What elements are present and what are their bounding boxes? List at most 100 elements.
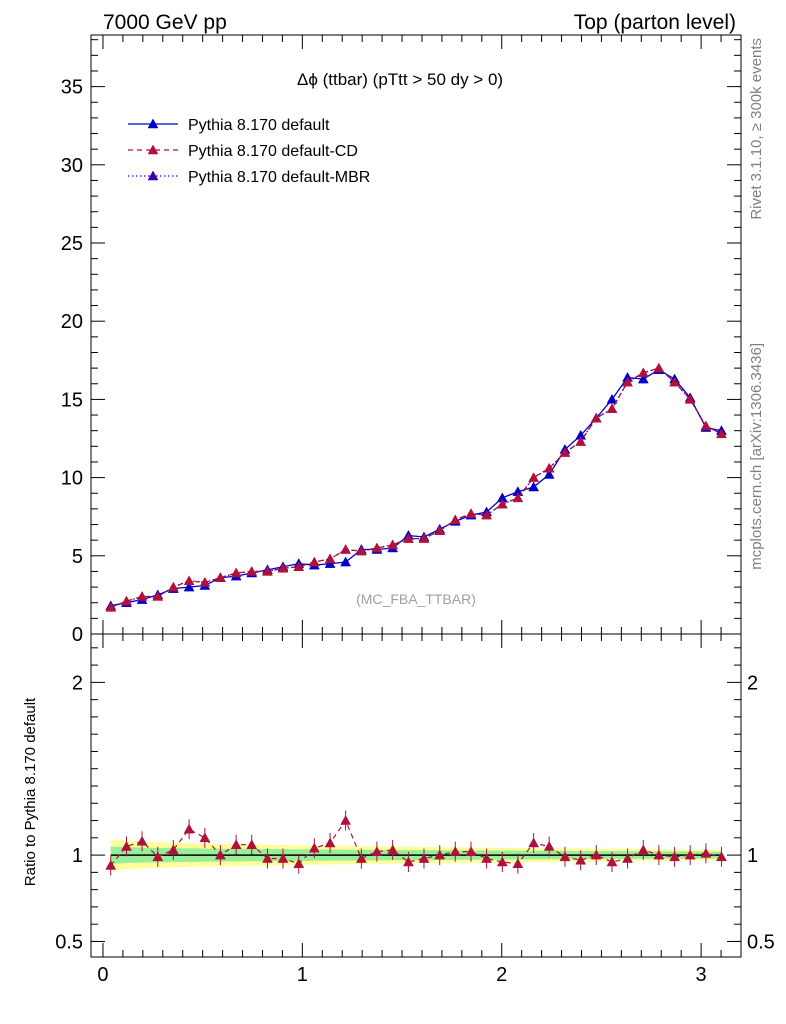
ratio-y-tick-label-right: 2 — [747, 672, 758, 694]
ratio-y-tick-label-right: 1 — [747, 845, 758, 867]
legend-marker — [147, 144, 159, 155]
y-tick-label: 35 — [61, 77, 83, 99]
data-point — [183, 575, 195, 586]
ratio-y-tick-label-right: 0.5 — [747, 931, 775, 953]
data-point — [371, 542, 383, 553]
data-point — [262, 565, 273, 576]
y-tick-label: 0 — [72, 624, 83, 646]
ratio-data-point — [355, 853, 367, 863]
ratio-data-point — [277, 853, 289, 863]
plot-title: Δϕ (ttbar) (pTtt > 50 dy > 0) — [297, 70, 503, 89]
data-point — [167, 581, 179, 592]
x-tick-label: 1 — [297, 964, 308, 986]
ratio-data-point — [402, 856, 414, 867]
data-point — [622, 376, 633, 387]
legend-marker — [147, 118, 159, 129]
data-point — [559, 447, 571, 457]
data-point — [183, 581, 195, 592]
y-tick-label: 20 — [61, 311, 83, 333]
ratio-data-point — [528, 837, 540, 848]
ratio-y-tick-label: 0.5 — [55, 931, 83, 953]
ratio-data-point — [105, 859, 117, 870]
data-point — [293, 561, 305, 571]
data-point — [340, 556, 352, 567]
data-point — [402, 533, 414, 543]
legend: Pythia 8.170 default Pythia 8.170 default… — [128, 117, 370, 186]
ratio-data-point — [543, 840, 555, 851]
data-point — [496, 498, 508, 509]
data-point — [199, 576, 211, 587]
legend-label: Pythia 8.170 default-MBR — [188, 169, 370, 186]
data-point — [136, 590, 148, 601]
x-tick-label: 0 — [97, 964, 108, 986]
ratio-data-point — [637, 844, 649, 855]
data-point — [700, 420, 712, 431]
ratio-data-point — [669, 851, 681, 862]
ratio-data-point — [371, 846, 383, 856]
ratio-series-line — [110, 819, 722, 866]
ratio-data-point — [293, 858, 305, 868]
data-point — [653, 362, 665, 373]
ratio-data-point — [434, 849, 446, 860]
data-point — [277, 562, 289, 573]
mcplots-label: mcplots.cern.ch [arXiv:1306.3436] — [748, 343, 765, 570]
data-point — [637, 373, 649, 384]
analysis-watermark: (MC_FBA_TTBAR) — [356, 591, 476, 607]
legend-label: Pythia 8.170 default — [188, 117, 330, 134]
ratio-y-tick-label: 1 — [72, 845, 83, 867]
ratio-data-point — [230, 839, 242, 849]
series-line — [110, 367, 722, 609]
ratio-data-point — [684, 849, 696, 860]
ratio-ylabel: Ratio to Pythia 8.170 default — [22, 697, 39, 886]
ratio-data-point — [121, 840, 132, 851]
y-tick-label: 10 — [61, 468, 83, 490]
x-tick-label: 3 — [696, 964, 707, 986]
main-panel: 0 5 10 15 20 25 30 35 — [61, 34, 742, 646]
ratio-data-point — [716, 851, 727, 862]
y-tick-label: 30 — [61, 155, 83, 177]
ratio-data-point — [340, 815, 352, 825]
ratio-data-point — [559, 851, 571, 862]
data-point — [434, 525, 446, 536]
ratio-data-point — [590, 849, 602, 860]
data-point — [340, 544, 352, 554]
series-line — [110, 368, 722, 607]
ratio-data-point — [465, 846, 477, 856]
data-point — [590, 412, 602, 423]
ratio-data-point — [214, 849, 226, 860]
ratio-data-point — [167, 844, 179, 855]
data-point — [512, 492, 524, 503]
data-point — [230, 567, 242, 578]
ratio-data-point — [700, 847, 712, 858]
data-point — [387, 539, 399, 550]
ratio-data-point — [152, 851, 164, 862]
x-tick-label: 2 — [496, 964, 507, 986]
y-tick-label: 25 — [61, 233, 83, 255]
plot-title-text: (ttbar) (pTtt > 50 dy > 0) — [318, 70, 503, 89]
header-right: Top (parton level) — [574, 11, 736, 34]
data-point — [637, 367, 649, 378]
data-point — [465, 508, 477, 518]
ratio-panel: 0 1 2 3 0.5 0.5 1 1 2 2 — [55, 633, 775, 986]
ratio-frame — [90, 633, 742, 958]
data-point — [246, 565, 258, 576]
data-point — [418, 533, 430, 543]
header-left: 7000 GeV pp — [103, 11, 227, 34]
data-point — [214, 572, 226, 582]
data-point — [716, 428, 727, 439]
data-point — [449, 514, 461, 525]
y-tick-label: 5 — [72, 546, 83, 568]
ratio-data-point — [418, 853, 430, 863]
data-point — [152, 590, 164, 601]
legend-label: Pythia 8.170 default-CD — [188, 143, 358, 160]
ratio-data-point — [324, 837, 336, 848]
ratio-data-point — [387, 844, 399, 855]
ratio-data-point — [575, 854, 587, 865]
data-point — [606, 403, 618, 414]
data-point — [481, 509, 493, 520]
plot-title-symbol: Δϕ — [297, 70, 318, 89]
ratio-y-tick-label: 2 — [72, 672, 83, 694]
data-point — [121, 595, 132, 606]
legend-marker — [147, 170, 159, 181]
data-point — [528, 472, 540, 482]
